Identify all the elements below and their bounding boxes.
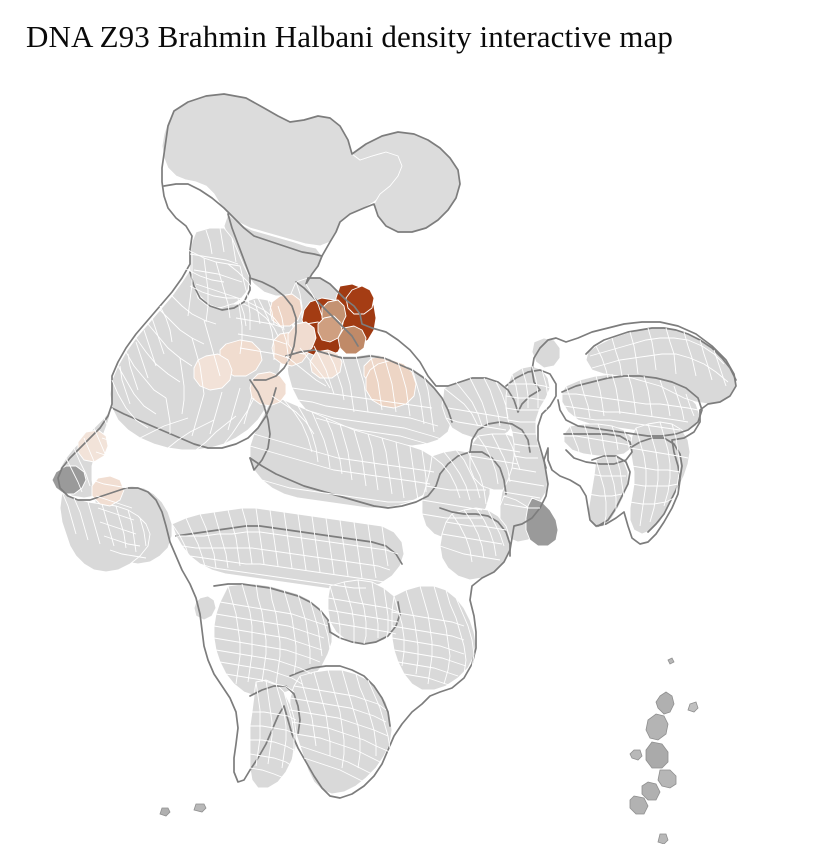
highlighted-district[interactable]	[365, 359, 417, 409]
district-region[interactable]	[161, 93, 405, 247]
state-boundary	[469, 421, 531, 453]
state-boundary	[591, 455, 631, 527]
district-region[interactable]	[193, 595, 217, 621]
state-boundary	[289, 665, 391, 727]
highlighted-district-mid[interactable]	[337, 325, 367, 355]
district-region[interactable]	[629, 421, 691, 535]
highlighted-district[interactable]	[91, 475, 125, 507]
state-boundary	[557, 375, 703, 437]
state-boundary	[329, 601, 401, 645]
district-region[interactable]	[587, 455, 629, 529]
page-title: DNA Z93 Brahmin Halbani density interact…	[26, 19, 673, 54]
state-boundary	[563, 433, 633, 465]
lakshadweep-islands[interactable]	[159, 803, 207, 844]
state-boundary	[285, 349, 453, 423]
district-region[interactable]	[171, 507, 405, 591]
highlighted-district-mid[interactable]	[317, 315, 343, 343]
andaman-nicobar-islands[interactable]	[629, 657, 708, 844]
state-boundary	[111, 387, 277, 449]
state-boundary	[249, 277, 297, 381]
highlighted-district[interactable]	[193, 353, 233, 391]
national-border	[57, 93, 737, 799]
district-region[interactable]	[249, 679, 297, 789]
district-region[interactable]	[391, 585, 477, 691]
state-boundary	[439, 507, 511, 557]
state-boundary	[249, 457, 441, 509]
state-boundary	[249, 685, 301, 735]
state-boundary	[295, 281, 359, 347]
highlighted-district[interactable]	[77, 429, 109, 463]
state-border-layer	[57, 93, 737, 799]
state-boundary	[213, 583, 331, 633]
district-region[interactable]	[189, 227, 251, 309]
highlighted-district-high[interactable]	[345, 285, 375, 315]
state-boundary	[189, 213, 251, 311]
no-data-region[interactable]	[525, 497, 559, 547]
map-base-layer	[57, 93, 737, 795]
state-boundary	[163, 183, 323, 257]
state-boundary	[585, 327, 737, 381]
state-boundary	[505, 369, 557, 469]
india-choropleth-map[interactable]	[0, 56, 836, 844]
map-svg[interactable]	[0, 56, 836, 844]
state-boundary	[175, 525, 403, 565]
state-boundary	[249, 379, 271, 471]
district-boundary-layer	[61, 227, 729, 783]
